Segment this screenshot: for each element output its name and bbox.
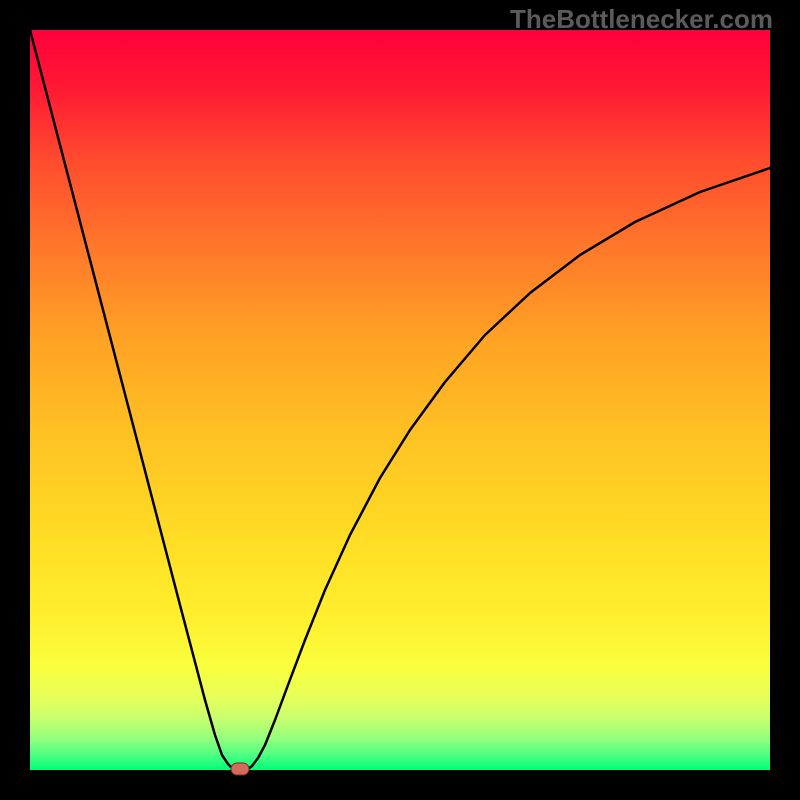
chart-container: TheBottlenecker.com [0, 0, 800, 800]
credit-label: TheBottlenecker.com [510, 4, 773, 35]
optimum-marker [231, 763, 249, 775]
chart-svg [0, 0, 800, 800]
gradient-plot-area [30, 30, 770, 770]
